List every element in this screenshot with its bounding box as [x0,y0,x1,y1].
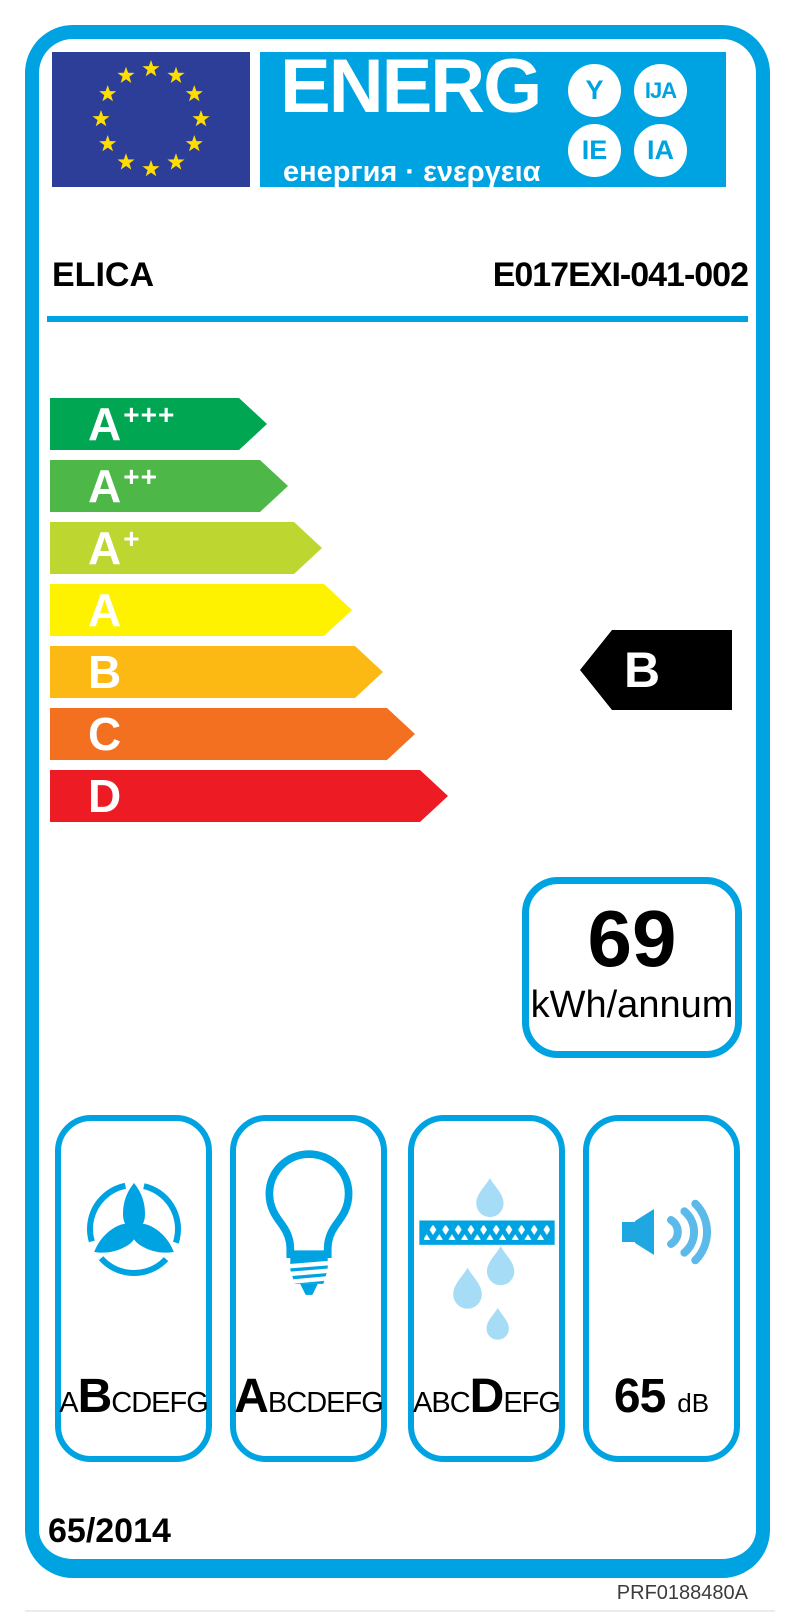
energy-unit: kWh/annum [530,984,734,1026]
ending-circle-y: Y [568,64,621,117]
energ-logo: ENERG енергия · ενεργεια Y IJA IE IA [260,48,726,188]
header-divider [47,316,748,322]
class-letter: A [88,460,122,512]
annual-energy-box: 69 kWh/annum [522,877,742,1058]
class-suffix: + [123,523,141,554]
energ-word: ENERG [280,44,542,129]
language-endings: Y IJA IE IA [568,64,714,177]
eu-flag [52,52,250,187]
ending-circle-ie: IE [568,124,621,177]
lighting-efficiency-box: A BCDEFG [230,1115,387,1462]
class-arrow-d: D [50,770,448,822]
fan-letters-pre: A [59,1387,78,1419]
fan-class-letters: A B CDEFG [59,1369,209,1424]
model-number: E017EXI-041-002 [492,256,749,294]
brand-name: ELICA [52,256,154,294]
class-arrow-a+++: A +++ [50,398,267,450]
class-letter: D [88,770,122,822]
energy-class-scale: A +++ A ++ A + A B C D [50,398,448,832]
class-arrow-b: B [50,646,383,698]
speaker-icon [621,1199,711,1265]
print-reference: PRF0188480A [616,1582,748,1604]
class-arrow-c: C [50,708,415,760]
noise-value-row: 65 dB [589,1369,734,1424]
class-suffix: ++ [123,461,158,492]
bulb-icon [265,1150,352,1295]
filter-class-letters: ABC D EFG [413,1369,561,1424]
grease-filter-box: ABC D EFG [408,1115,565,1462]
ending-circle-ia: IA [634,124,687,177]
lamp-letters-post: BCDEFG [267,1387,384,1419]
class-suffix: +++ [123,399,176,430]
class-letter: C [88,708,122,760]
regulation-number: 65/2014 [48,1512,171,1550]
noise-unit: dB [677,1388,710,1418]
eu-flag-stars [92,60,210,177]
noise-value: 65 [613,1370,666,1423]
class-letter: B [88,646,122,698]
noise-box: 65 dB [583,1115,740,1462]
class-arrow-a+: A + [50,522,322,574]
lamp-class-highlight: A [234,1370,269,1423]
lamp-class-letters: A BCDEFG [234,1369,384,1424]
fan-efficiency-box: A B CDEFG [55,1115,212,1462]
filter-letters-post: EFG [503,1387,561,1419]
class-letter: A [88,398,122,450]
fan-class-highlight: B [77,1370,113,1423]
energy-value: 69 [587,894,677,983]
filter-letters-pre: ABC [413,1387,471,1419]
class-letter: A [88,522,122,574]
fan-icon [86,1182,181,1276]
rating-arrow: B [580,630,732,710]
filter-icon [418,1178,555,1340]
rating-class-letter: B [624,642,661,698]
class-arrow-a++: A ++ [50,460,288,512]
class-arrow-a: A [50,584,352,636]
label-border [25,25,770,1578]
filter-class-highlight: D [469,1370,505,1423]
fan-letters-post: CDEFG [111,1387,208,1419]
energ-subtitle: енергия · ενεργεια [283,156,541,188]
bottom-rule [25,1610,775,1612]
class-letter: A [88,584,122,636]
ending-circle-ija: IJA [634,64,687,117]
